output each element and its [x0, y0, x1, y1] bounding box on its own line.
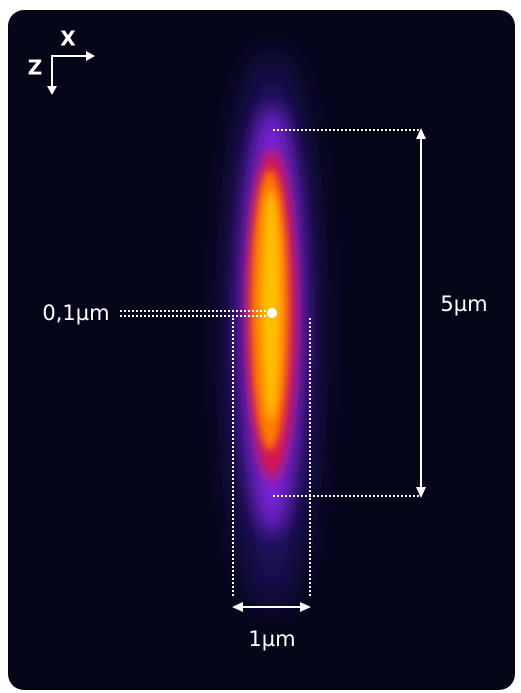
width-annotation: 1µm: [232, 318, 311, 651]
x-arrowhead: [86, 51, 95, 61]
length-annotation: 5µm: [273, 128, 488, 498]
width-label: 1µm: [248, 627, 295, 651]
length-label: 5µm: [440, 292, 487, 316]
point-annotation: 0,1µm: [42, 301, 277, 325]
point-label: 0,1µm: [42, 301, 109, 325]
psf-blob: [227, 50, 317, 610]
z-arrowhead: [47, 86, 57, 95]
point-dot: [267, 308, 277, 318]
axes-icon: X Z: [28, 27, 95, 95]
z-label: Z: [28, 56, 43, 80]
x-label: X: [60, 27, 76, 51]
blob-yellow: [261, 190, 281, 420]
